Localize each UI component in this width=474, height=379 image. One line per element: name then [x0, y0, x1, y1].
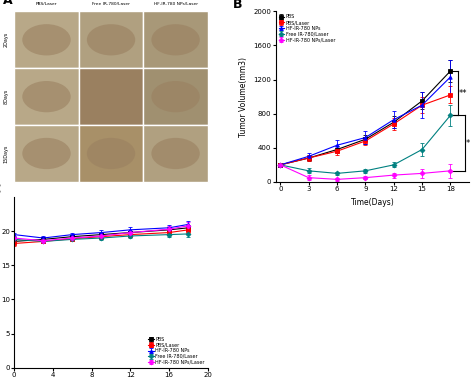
Text: 2Days: 2Days — [3, 32, 9, 47]
Bar — [143, 11, 208, 68]
Bar — [14, 125, 79, 182]
Ellipse shape — [22, 138, 71, 169]
Text: *: * — [465, 139, 470, 147]
Ellipse shape — [151, 81, 200, 112]
Bar — [143, 68, 208, 125]
Bar — [14, 68, 79, 125]
Legend: PBS, PBS/Laser, HF-IR-780 NPs, Free IR-780/Laser, HF-IR-780 NPs/Laser: PBS, PBS/Laser, HF-IR-780 NPs, Free IR-7… — [148, 336, 205, 365]
Bar — [79, 11, 143, 68]
Bar — [14, 11, 79, 68]
Text: Free IR-780/Laser: Free IR-780/Laser — [92, 2, 130, 6]
Legend: PBS, PBS/Laser, HF-IR-780 NPs, Free IR-780/Laser, HF-IR-780 NPs/Laser: PBS, PBS/Laser, HF-IR-780 NPs, Free IR-7… — [278, 14, 336, 43]
Y-axis label: Tumor Volume(mm3): Tumor Volume(mm3) — [239, 56, 248, 137]
Ellipse shape — [87, 24, 135, 55]
Ellipse shape — [151, 24, 200, 55]
Ellipse shape — [22, 24, 71, 55]
Bar — [143, 125, 208, 182]
Text: B: B — [233, 0, 243, 11]
X-axis label: Time(Days): Time(Days) — [351, 197, 394, 207]
Text: PBS/Laser: PBS/Laser — [36, 2, 57, 6]
Text: HF-IR-780 NPs/Laser: HF-IR-780 NPs/Laser — [154, 2, 198, 6]
Ellipse shape — [87, 81, 135, 112]
Ellipse shape — [151, 138, 200, 169]
Ellipse shape — [22, 81, 71, 112]
Text: 15Days: 15Days — [3, 144, 9, 163]
Bar — [79, 125, 143, 182]
Ellipse shape — [87, 138, 135, 169]
Bar — [79, 68, 143, 125]
Text: A: A — [2, 0, 12, 7]
Text: **: ** — [459, 89, 467, 98]
Text: 8Days: 8Days — [3, 89, 9, 104]
